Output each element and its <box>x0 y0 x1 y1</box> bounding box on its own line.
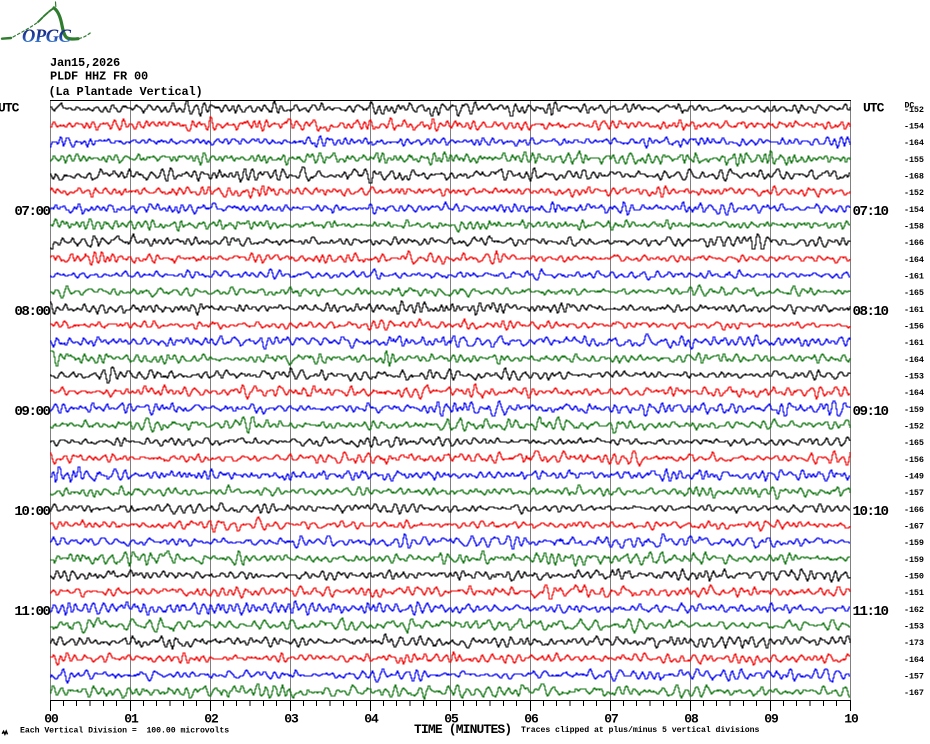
svg-text:08:00: 08:00 <box>14 304 50 320</box>
svg-text:06: 06 <box>524 712 539 727</box>
svg-text:-157: -157 <box>904 488 924 498</box>
svg-text:-168: -168 <box>904 172 924 182</box>
svg-text:-149: -149 <box>904 472 924 482</box>
svg-text:-167: -167 <box>904 688 924 698</box>
svg-text:-159: -159 <box>904 405 924 415</box>
svg-text:-158: -158 <box>904 222 924 232</box>
svg-text:02: 02 <box>204 712 219 727</box>
svg-text:-152: -152 <box>904 188 924 198</box>
svg-text:-161: -161 <box>904 272 924 282</box>
svg-text:(La Plantade Vertical): (La Plantade Vertical) <box>49 85 203 99</box>
svg-text:Traces clipped at plus/minus 5: Traces clipped at plus/minus 5 vertical … <box>521 725 759 735</box>
svg-text:-164: -164 <box>904 655 924 665</box>
svg-text:04: 04 <box>364 712 379 727</box>
svg-text:-156: -156 <box>904 322 924 332</box>
svg-text:07:00: 07:00 <box>14 204 50 220</box>
svg-text:09:10: 09:10 <box>853 404 889 420</box>
svg-text:03: 03 <box>284 712 299 727</box>
svg-text:TIME (MINUTES): TIME (MINUTES) <box>414 722 511 737</box>
svg-text:-155: -155 <box>904 155 924 165</box>
svg-text:09:00: 09:00 <box>14 404 50 420</box>
svg-text:08: 08 <box>684 712 699 727</box>
svg-text:07:10: 07:10 <box>853 204 889 220</box>
svg-text:11:00: 11:00 <box>14 604 50 620</box>
svg-text:-167: -167 <box>904 522 924 532</box>
svg-text:-153: -153 <box>904 372 924 382</box>
svg-text:10: 10 <box>844 712 859 727</box>
svg-text:-150: -150 <box>904 572 924 582</box>
svg-text:-165: -165 <box>904 438 924 448</box>
svg-text:-159: -159 <box>904 538 924 548</box>
svg-text:00: 00 <box>44 712 59 727</box>
svg-text:Each Vertical Division = 100.: Each Vertical Division = 100.00 microvol… <box>20 726 229 736</box>
svg-text:01: 01 <box>124 712 139 727</box>
svg-text:11:10: 11:10 <box>853 604 889 620</box>
svg-text:-161: -161 <box>904 338 924 348</box>
svg-text:-164: -164 <box>904 388 924 398</box>
svg-text:-165: -165 <box>904 288 924 298</box>
svg-text:-161: -161 <box>904 305 924 315</box>
svg-text:-154: -154 <box>904 122 924 132</box>
svg-text:-152: -152 <box>904 422 924 432</box>
svg-text:-166: -166 <box>904 238 924 248</box>
svg-text:10:10: 10:10 <box>853 504 889 520</box>
svg-text:-156: -156 <box>904 455 924 465</box>
svg-text:09: 09 <box>764 712 779 727</box>
svg-text:05: 05 <box>444 712 459 727</box>
svg-text:UTC: UTC <box>863 100 885 115</box>
svg-text:-151: -151 <box>904 588 924 598</box>
svg-text:-157: -157 <box>904 672 924 682</box>
svg-text:07: 07 <box>604 712 618 727</box>
svg-text:Jan15,2026: Jan15,2026 <box>50 56 120 70</box>
svg-text:08:10: 08:10 <box>853 304 889 320</box>
svg-text:-153: -153 <box>904 622 924 632</box>
svg-text:10:00: 10:00 <box>14 504 50 520</box>
svg-text:-164: -164 <box>904 355 924 365</box>
svg-text:-154: -154 <box>904 205 924 215</box>
svg-text:DC: DC <box>905 101 915 110</box>
svg-text:-173: -173 <box>904 638 924 648</box>
svg-text:UTC: UTC <box>0 100 20 115</box>
svg-text:-164: -164 <box>904 138 924 148</box>
svg-text:-152: -152 <box>904 105 924 115</box>
svg-text:-164: -164 <box>904 255 924 265</box>
svg-text:-159: -159 <box>904 555 924 565</box>
svg-text:OPGC: OPGC <box>22 27 72 47</box>
svg-text:-162: -162 <box>904 605 924 615</box>
svg-text:PLDF HHZ FR 00: PLDF HHZ FR 00 <box>50 70 148 84</box>
svg-text:-166: -166 <box>904 505 924 515</box>
